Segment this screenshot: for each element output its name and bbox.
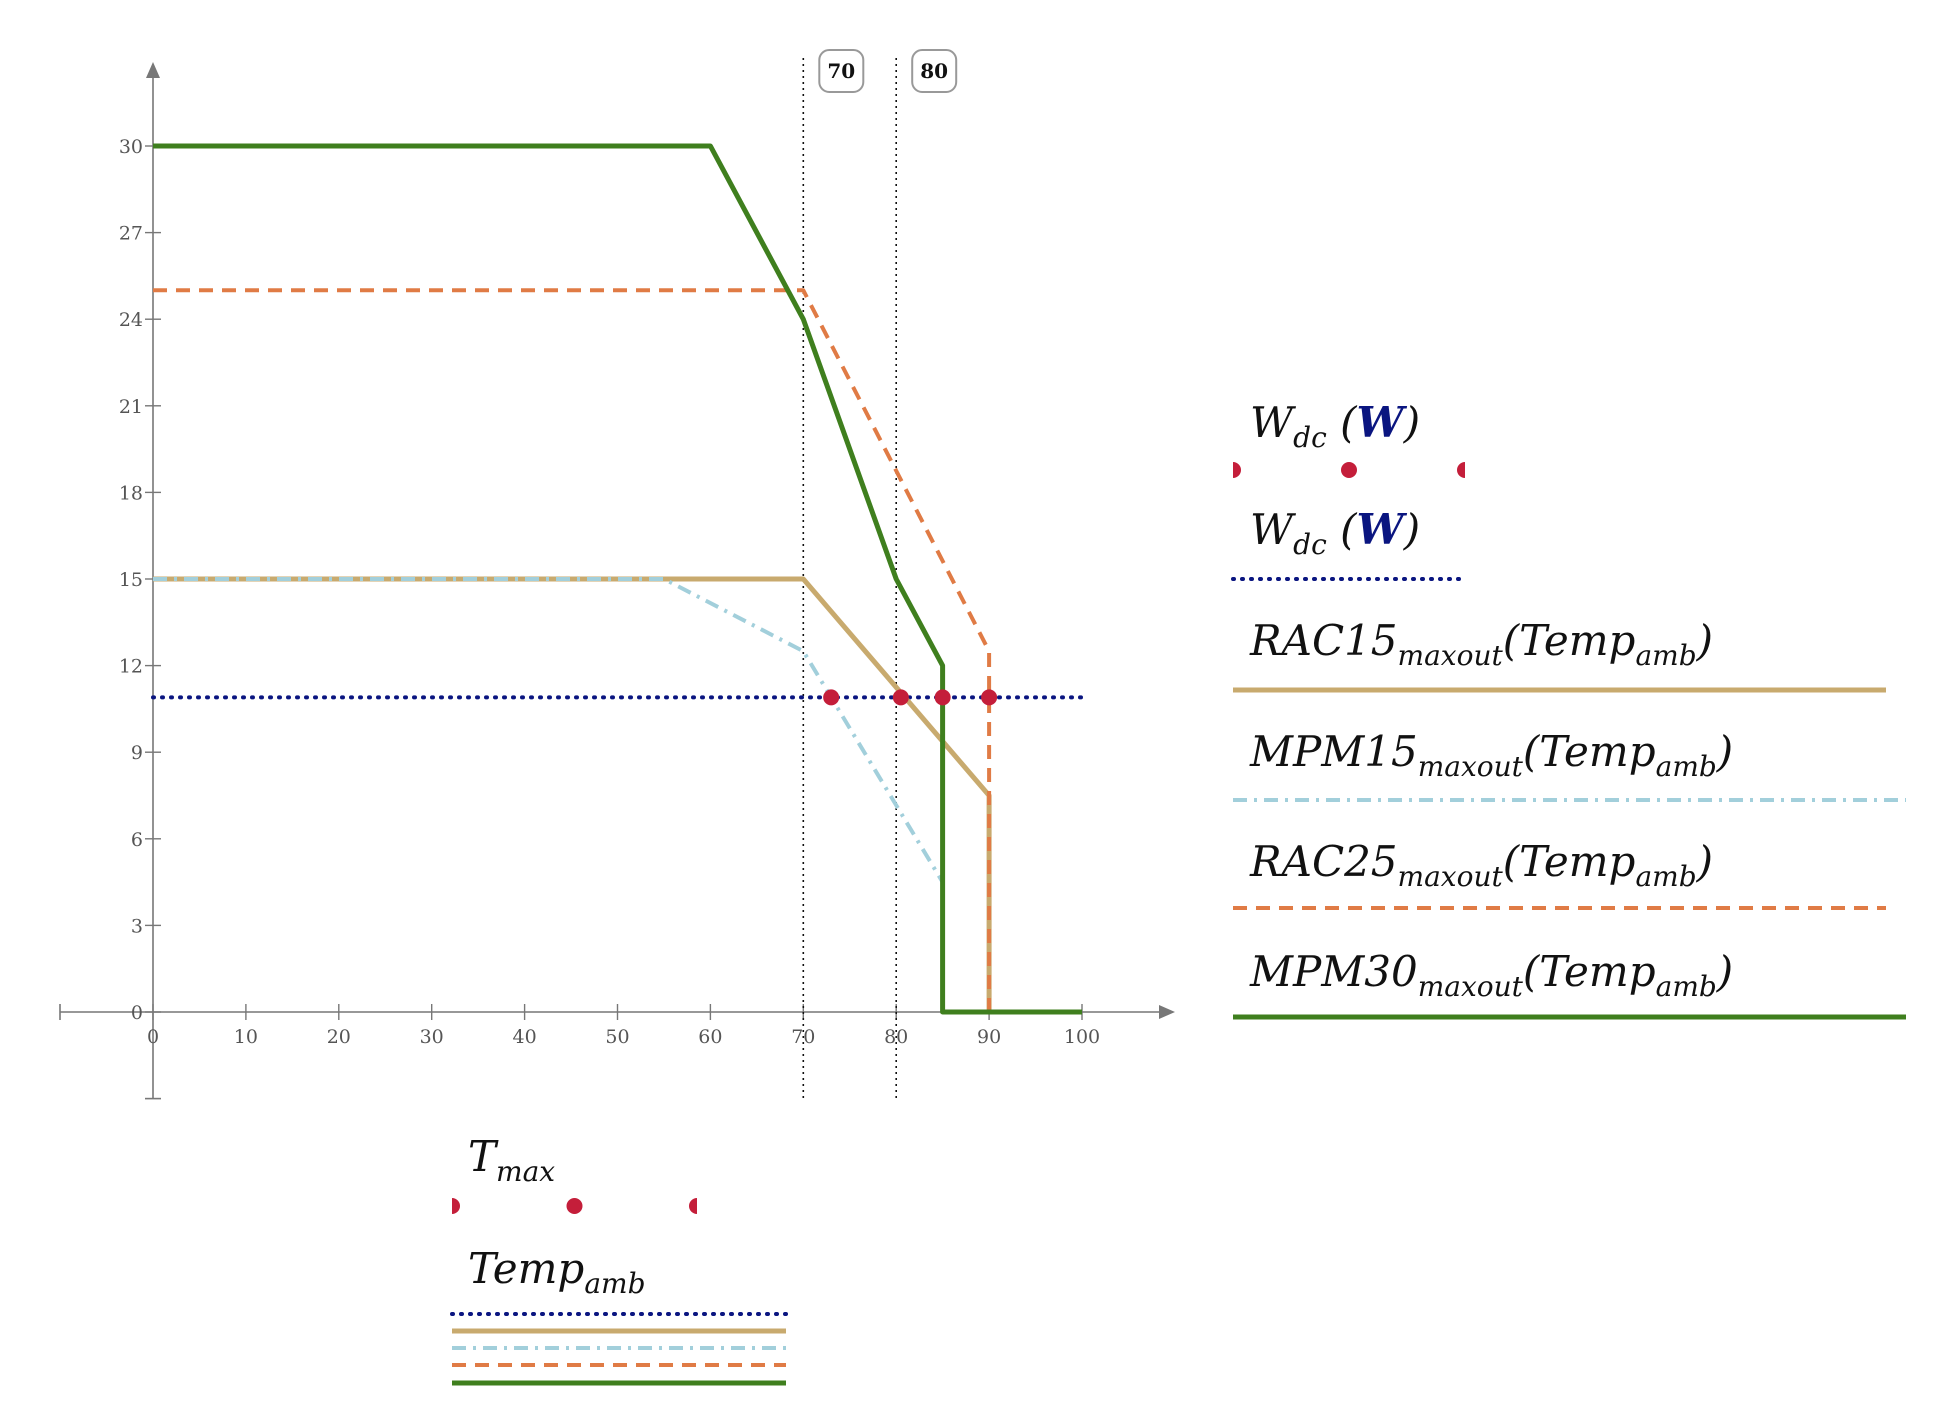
y-tick-label: 21: [119, 396, 143, 418]
x-tick-label: 30: [420, 1026, 444, 1048]
vertical-marker-label: 80: [920, 59, 948, 83]
legend-text-part: T: [468, 1132, 499, 1181]
legend-text-part: Temp: [1519, 837, 1635, 886]
legend-text-part: W: [1357, 398, 1408, 447]
data-point: [981, 689, 998, 706]
data-point: [823, 689, 840, 706]
legend-text-part: dc: [1293, 421, 1327, 454]
legend-text-part: ): [1696, 837, 1713, 886]
y-tick-label: 27: [119, 223, 143, 245]
legend-text-part: Temp: [1519, 616, 1635, 665]
legend-text-part: maxout: [1418, 750, 1524, 783]
legend-text-part: dc: [1293, 528, 1327, 561]
legend-dot: [566, 1198, 583, 1214]
legend-text-part: maxout: [1418, 970, 1524, 1003]
y-axis-arrow: [146, 62, 160, 78]
legend-right-label: MPM30maxout(Tempamb): [1249, 947, 1733, 1003]
legend-text-part: RAC25: [1249, 837, 1398, 886]
legend-text-part: Temp: [1539, 727, 1655, 776]
legend-text-part: max: [496, 1155, 555, 1188]
legend-text-part: ): [1716, 727, 1733, 776]
legend-text-part: (: [1523, 947, 1541, 996]
legend-text-part: Temp: [1539, 947, 1655, 996]
x-tick-label: 50: [605, 1026, 629, 1048]
legend-right-swatch: [1233, 462, 1465, 478]
legend-text-part: ): [1696, 616, 1713, 665]
legend-text-part: W: [1250, 398, 1297, 447]
data-point: [934, 689, 951, 706]
x-tick-label: 20: [327, 1026, 351, 1048]
y-tick-label: 0: [131, 1002, 143, 1024]
vertical-marker-box: [818, 49, 865, 93]
legend-text-part: amb: [1656, 750, 1717, 783]
legend-right-label: RAC25maxout(Tempamb): [1249, 837, 1713, 893]
y-tick-label: 6: [131, 829, 143, 851]
legend-text-part: MPM30: [1249, 947, 1418, 996]
legend-text-part: W: [1250, 505, 1297, 554]
x-tick-label: 90: [977, 1026, 1001, 1048]
y-tick-label: 24: [119, 309, 143, 331]
legend-text-part: RAC15: [1249, 616, 1398, 665]
series-line-mpm15: [153, 577, 945, 884]
legend-right-label: Wdc (W): [1250, 505, 1420, 561]
legend-text-part: (: [1327, 398, 1358, 447]
legend-text-part: maxout: [1398, 639, 1504, 672]
legend-dot-left: [452, 1198, 460, 1214]
y-tick-label: 12: [119, 656, 143, 678]
data-point: [892, 689, 909, 706]
legend-text-part: (: [1503, 616, 1521, 665]
legend-dot: [1341, 462, 1357, 478]
y-tick-label: 9: [131, 742, 143, 764]
legend-text-part: maxout: [1398, 860, 1504, 893]
legend-text-part: (: [1523, 727, 1541, 776]
y-tick-label: 30: [119, 136, 143, 158]
y-tick-label: 18: [119, 482, 143, 504]
vertical-marker-box: [911, 49, 958, 93]
legend-text-part: amb: [1635, 639, 1696, 672]
legend-right-label: Wdc (W): [1250, 398, 1420, 454]
legend-text-part: amb: [1635, 860, 1696, 893]
legend-text-part: (: [1327, 505, 1358, 554]
legend-right-label: RAC15maxout(Tempamb): [1249, 616, 1713, 672]
legend-text-part: ): [1403, 505, 1420, 554]
legend-text-part: (: [1503, 837, 1521, 886]
legend-dot-right: [1457, 462, 1465, 478]
y-tick-label: 15: [119, 569, 143, 591]
legend-bottom-swatch: [452, 1198, 697, 1214]
y-tick-label: 3: [131, 915, 143, 937]
x-tick-label: 10: [234, 1026, 258, 1048]
legend-text-part: ): [1716, 947, 1733, 996]
legend-text-part: W: [1357, 505, 1408, 554]
x-tick-label: 0: [147, 1026, 159, 1048]
legend-text-part: amb: [1656, 970, 1717, 1003]
legend-dot-right: [689, 1198, 697, 1214]
legend-text-part: MPM15: [1249, 727, 1418, 776]
x-tick-label: 40: [513, 1026, 537, 1048]
legend-text-part: Temp: [468, 1244, 584, 1293]
x-tick-label: 60: [698, 1026, 722, 1048]
legend-right-label: MPM15maxout(Tempamb): [1249, 727, 1733, 783]
x-tick-label: 100: [1064, 1026, 1100, 1048]
vertical-marker-label: 70: [827, 59, 855, 83]
x-axis-arrow: [1159, 1005, 1175, 1019]
series-line-mpm30: [153, 143, 1082, 1015]
legend-bottom-label: Tmax: [468, 1132, 555, 1188]
legend-bottom-label: Tempamb: [468, 1244, 646, 1300]
legend-dot-left: [1233, 462, 1241, 478]
legend-text-part: amb: [584, 1267, 645, 1300]
legend-text-part: ): [1403, 398, 1420, 447]
